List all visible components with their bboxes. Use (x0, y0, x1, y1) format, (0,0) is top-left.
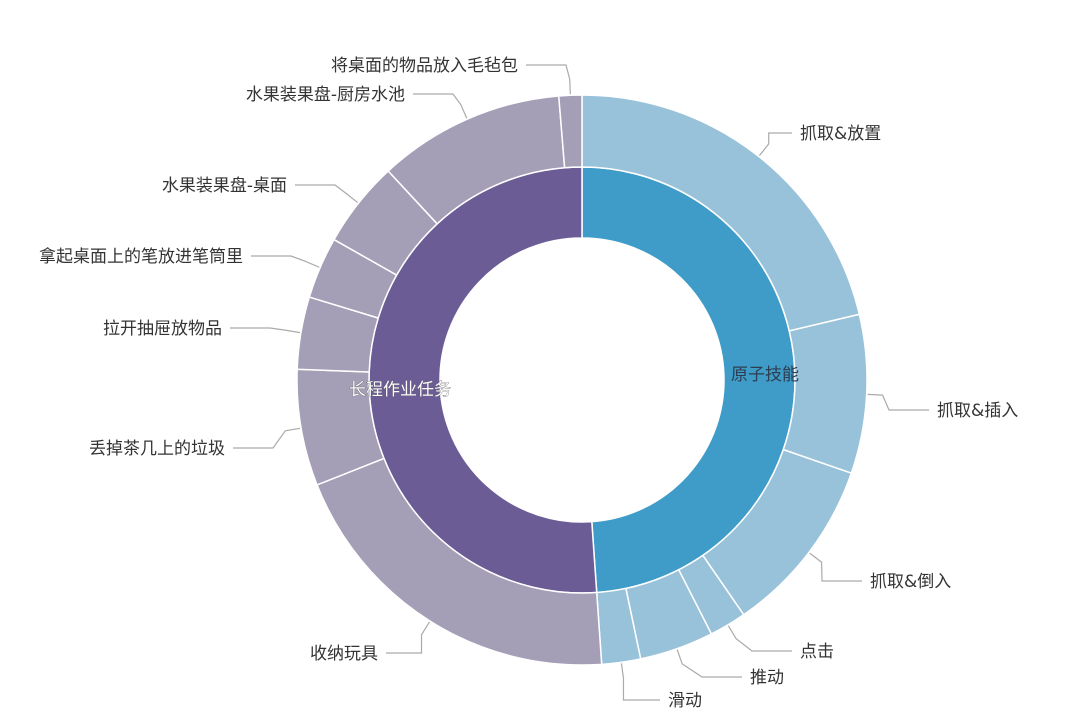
outer-label: 收纳玩具 (310, 644, 378, 664)
leader-line (758, 132, 792, 157)
outer-label: 抓取&插入 (937, 401, 1018, 421)
leader-line (251, 255, 320, 268)
leader-line (809, 552, 862, 582)
inner-label: 原子技能 (731, 365, 799, 385)
leader-line (230, 327, 301, 334)
outer-label: 水果装果盘-厨房水池 (246, 85, 405, 105)
leader-line (676, 649, 742, 678)
leader-line (295, 184, 359, 204)
outer-label: 拿起桌面上的笔放进笔筒里 (39, 246, 243, 267)
leader-line (233, 427, 301, 449)
outer-label: 滑动 (668, 691, 702, 711)
inner-label: 长程作业任务 (349, 380, 451, 400)
outer-segment (557, 94, 583, 169)
outer-label: 拉开抽屉放物品 (103, 319, 222, 339)
outer-label: 丢掉茶几上的垃圾 (89, 439, 225, 459)
leader-line (526, 64, 571, 95)
leader-line (386, 621, 431, 654)
leader-line (620, 663, 660, 701)
outer-segment (782, 313, 868, 475)
outer-label: 推动 (750, 668, 784, 688)
outer-label: 将桌面的物品放入毛毡包 (331, 56, 518, 76)
leader-line (867, 393, 929, 411)
leader-line (727, 625, 792, 652)
outer-label: 抓取&放置 (800, 124, 881, 144)
leader-line (413, 93, 468, 119)
outer-label: 水果装果盘-桌面 (162, 176, 287, 196)
outer-label: 点击 (800, 642, 834, 662)
outer-label: 抓取&倒入 (870, 572, 951, 592)
